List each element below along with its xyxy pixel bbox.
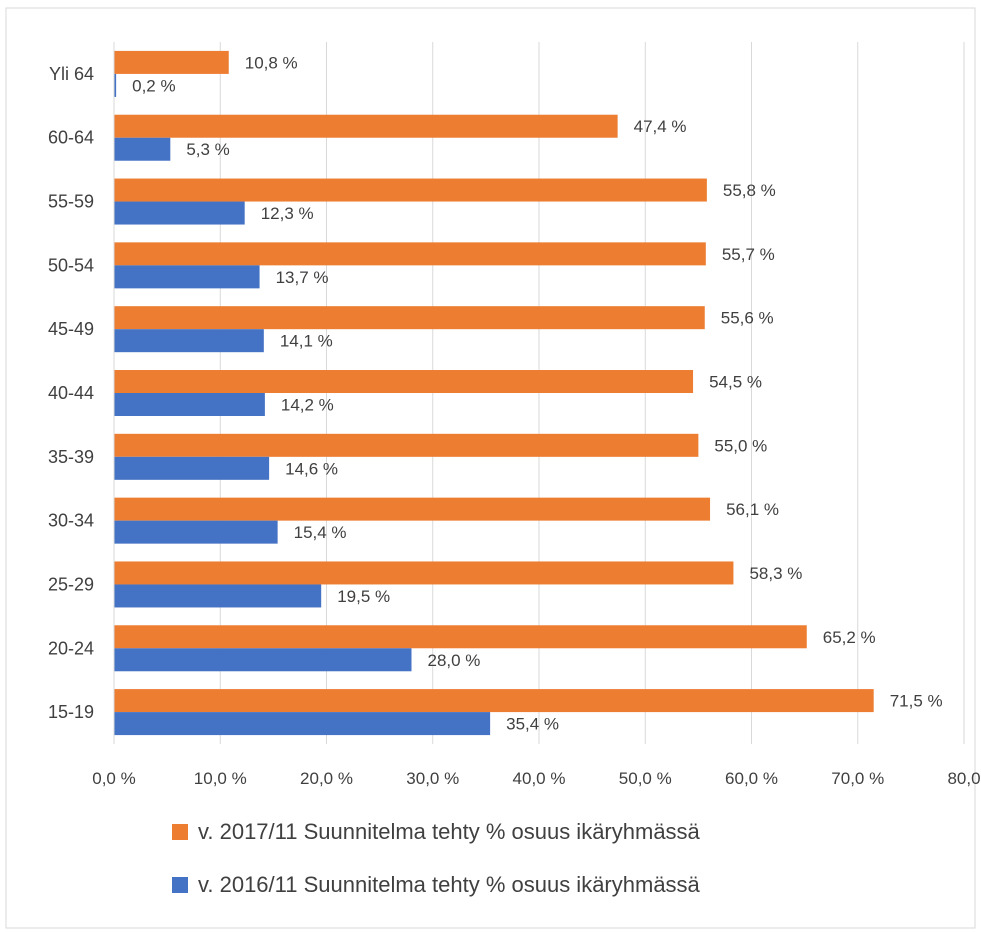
bar-2017 [114,242,706,266]
bar-2017 [114,625,807,649]
bar-2016 [114,393,265,416]
bar-2017 [114,561,734,585]
bar-2017 [114,114,618,138]
data-label-2017: 55,7 % [722,245,775,264]
x-tick-label: 70,0 % [831,769,884,788]
bar-2017 [114,497,711,521]
bar-2016 [114,648,412,672]
category-label: 40-44 [48,383,94,403]
data-label-2017: 71,5 % [890,692,943,711]
category-label: 55-59 [48,192,94,212]
data-label-2017: 55,8 % [723,181,776,200]
legend-item-2016-swatch [172,877,188,893]
legend-item-2016-label: v. 2016/11 Suunnitelma tehty % osuus ikä… [198,872,701,897]
category-label: 60-64 [48,128,94,148]
bar-2016 [114,137,171,161]
data-label-2017: 47,4 % [634,117,687,136]
data-label-2017: 10,8 % [245,53,298,72]
x-tick-label: 20,0 % [300,769,353,788]
category-label: 30-34 [48,511,94,531]
bar-2016 [114,456,270,480]
data-label-2016: 12,3 % [261,204,314,223]
data-label-2016: 14,6 % [285,459,338,478]
bar-2016 [114,329,264,353]
category-label: 25-29 [48,574,94,594]
category-label: 45-49 [48,319,94,339]
data-label-2016: 5,3 % [186,140,229,159]
bar-2016 [114,584,322,608]
x-tick-label: 40,0 % [513,769,566,788]
data-label-2016: 14,2 % [281,396,334,415]
legend-item-2017-label: v. 2017/11 Suunnitelma tehty % osuus ikä… [198,819,701,844]
bar-2017 [114,370,694,393]
bar-2017 [114,433,699,457]
category-label: 50-54 [48,255,94,275]
data-label-2017: 54,5 % [709,373,762,392]
bar-2017 [114,689,874,713]
data-label-2016: 35,4 % [506,715,559,734]
data-label-2017: 65,2 % [823,628,876,647]
bar-2017 [114,50,229,74]
data-label-2016: 19,5 % [337,587,390,606]
category-label: 35-39 [48,447,94,467]
bar-2016 [114,712,491,736]
x-tick-label: 30,0 % [406,769,459,788]
bars [114,50,874,736]
data-label-2016: 0,2 % [132,76,175,95]
bar-2016 [114,201,245,225]
data-label-2017: 56,1 % [726,500,779,519]
x-tick-label: 80,0 [947,769,980,788]
data-label-2016: 15,4 % [294,523,347,542]
x-tick-label: 50,0 % [619,769,672,788]
data-label-2016: 14,1 % [280,332,333,351]
data-label-2017: 55,0 % [714,436,767,455]
legend-item-2017-swatch [172,824,188,840]
bar-2016 [114,265,260,289]
category-label: Yli 64 [49,64,94,84]
data-label-2016: 13,7 % [276,268,329,287]
bar-2016 [114,520,278,544]
data-label-2017: 58,3 % [749,564,802,583]
data-label-2016: 28,0 % [428,651,481,670]
x-tick-label: 10,0 % [194,769,247,788]
x-tick-label: 60,0 % [725,769,778,788]
bar-2017 [114,306,705,330]
category-label: 15-19 [48,702,94,722]
bar-2016 [114,73,117,97]
data-label-2017: 55,6 % [721,309,774,328]
axes: 0,0 % 10,0 % 20,0 % 30,0 % 40,0 % 50,0 % 60,0 … [48,42,981,788]
category-label: 20-24 [48,638,94,658]
bar-2017 [114,178,707,202]
x-tick-label: 0,0 % [92,769,135,788]
data-labels: 71,5 % 35,4 % 65,2 % 28,0 % 58,3 % 19,5 % 56,1… [132,53,943,733]
legend: v. 2017/11 Suunnitelma tehty % osuus ikä… [172,819,701,897]
